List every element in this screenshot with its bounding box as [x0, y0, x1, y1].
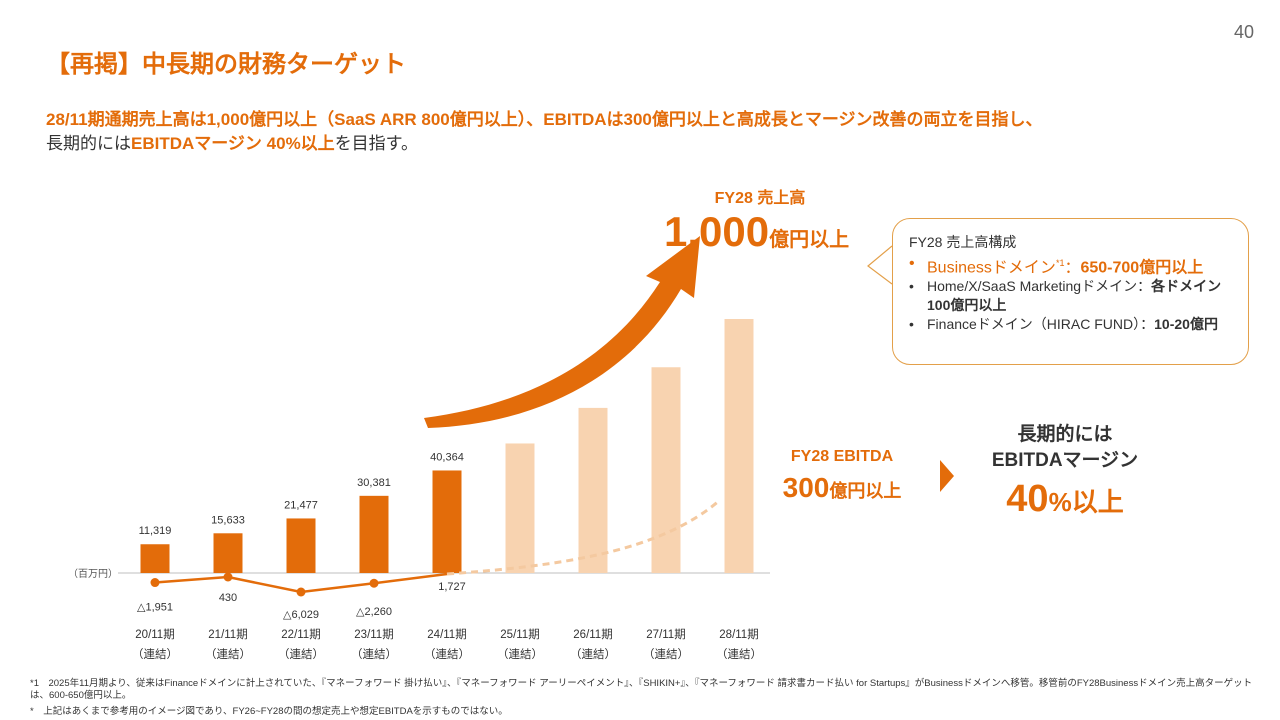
x-tick-label: 20/11期 — [135, 628, 174, 641]
ebitda-data-label: 1,727 — [438, 581, 466, 593]
subtitle-line2-suffix: を目指す。 — [334, 134, 418, 153]
x-tick-sublabel: （連結） — [424, 647, 470, 661]
long-term-line1: 長期的には — [1017, 424, 1113, 445]
x-tick-sublabel: （連結） — [205, 647, 251, 661]
ebitda-point — [223, 572, 233, 582]
breakdown-heading: FY28 売上高構成 — [909, 234, 1017, 250]
footnote-1: *1 2025年11月期より、従来はFinanceドメインに計上されていた、『マ… — [30, 678, 1253, 701]
x-tick-label: 23/11期 — [354, 628, 393, 641]
long-term-margin-value: 40%以上 — [970, 478, 1160, 521]
callout-connector — [867, 245, 893, 285]
breakdown-item-value: 650-700億円以上 — [1080, 259, 1204, 277]
fy28-revenue-value: 1,000億円以上 — [664, 208, 849, 256]
fy28-ebitda-label: FY28 EBITDA — [790, 448, 894, 465]
bar-data-label: 11,319 — [139, 525, 172, 537]
subtitle-line2-prefix: 長期的には — [46, 134, 131, 153]
breakdown-item-label: Businessドメイン — [927, 259, 1056, 277]
margin-number: 40 — [1006, 478, 1049, 520]
footnote-2: * 上記はあくまで参考用のイメージ図であり、FY26~FY28の間の想定売上や想… — [30, 706, 508, 717]
fy28-revenue-unit: 億円以上 — [769, 229, 850, 251]
ebitda-data-label: △1,951 — [137, 602, 173, 614]
x-tick-sublabel: （連結） — [497, 647, 543, 661]
x-tick-sublabel: （連結） — [132, 647, 178, 661]
bar-revenue — [359, 495, 389, 573]
bar-projected — [505, 443, 535, 573]
breakdown-item-business: Businessドメイン*1：650-700億円以上 — [909, 254, 1232, 277]
bar-data-label: 30,381 — [357, 477, 391, 489]
bar-revenue — [213, 533, 243, 573]
x-tick-label: 28/11期 — [719, 628, 758, 641]
breakdown-item-value: 各ドメイン100億円以上 — [927, 278, 1222, 314]
bar-revenue — [432, 470, 462, 573]
fy28-revenue-number: 1,000 — [664, 208, 770, 255]
ebitda-point — [296, 587, 306, 597]
unit-label: （百万円） — [68, 568, 118, 580]
growth-arrow — [424, 236, 700, 428]
page-subtitle: 28/11期通期売上高は1,000億円以上（SaaS ARR 800億円以上）、… — [46, 108, 1043, 156]
x-tick-sublabel: （連結） — [351, 647, 397, 661]
breakdown-item-home: Home/X/SaaS Marketingドメイン：各ドメイン100億円以上 — [909, 277, 1232, 315]
breakdown-list: Businessドメイン*1：650-700億円以上 Home/X/SaaS M… — [909, 254, 1232, 334]
fy28-ebitda-unit: 億円以上 — [829, 481, 902, 501]
margin-unit: %以上 — [1048, 487, 1124, 517]
subtitle-line1: 28/11期通期売上高は1,000億円以上（SaaS ARR 800億円以上）、… — [46, 110, 1043, 129]
triangle-arrow-icon — [940, 460, 954, 492]
footnote-ref: *1 — [1055, 258, 1065, 268]
bar-projected — [578, 407, 608, 573]
ebitda-projection-line — [446, 498, 721, 576]
x-tick-sublabel: （連結） — [643, 647, 689, 661]
breakdown-item-value: 10-20億円 — [1154, 316, 1218, 333]
x-tick-sublabel: （連結） — [278, 647, 324, 661]
breakdown-item-label: Financeドメイン（HIRAC FUND）： — [927, 316, 1155, 333]
bar-data-label: 21,477 — [284, 499, 318, 511]
fy28-ebitda-number: 300 — [782, 472, 830, 503]
subtitle-line2: 長期的にはEBITDAマージン 40%以上を目指す。 — [46, 132, 1043, 156]
x-tick-label: 21/11期 — [208, 628, 247, 641]
ebitda-data-label: 430 — [219, 592, 237, 604]
breakdown-item-finance: Financeドメイン（HIRAC FUND）：10-20億円 — [909, 315, 1232, 334]
bar-revenue — [140, 544, 170, 573]
fy28-ebitda-value: 300億円以上 — [770, 472, 914, 504]
x-tick-label: 25/11期 — [500, 628, 539, 641]
x-tick-label: 26/11期 — [573, 628, 612, 641]
breakdown-item-label: Home/X/SaaS Marketingドメイン： — [927, 278, 1152, 295]
bar-data-label: 40,364 — [430, 451, 464, 463]
page-number: 40 — [1233, 22, 1254, 42]
ebitda-data-label: △2,260 — [356, 606, 392, 618]
long-term-heading: 長期的には EBITDAマージン — [970, 422, 1160, 474]
breakdown-item-sep: ： — [1064, 259, 1081, 277]
fy28-revenue-label: FY28 売上高 — [714, 190, 806, 207]
x-tick-label: 22/11期 — [281, 628, 320, 641]
bar-data-label: 15,633 — [211, 514, 245, 526]
ebitda-point — [150, 578, 160, 588]
ebitda-data-label: △6,029 — [283, 609, 319, 621]
x-tick-sublabel: （連結） — [570, 647, 616, 661]
page-title: 【再掲】中長期の財務ターゲット — [46, 51, 406, 78]
long-term-line2: EBITDAマージン — [991, 450, 1139, 471]
subtitle-line2-bold: EBITDAマージン 40%以上 — [131, 134, 335, 153]
x-tick-sublabel: （連結） — [716, 647, 762, 661]
bar-projected — [724, 319, 754, 573]
bar-projected — [651, 367, 681, 573]
x-tick-label: 24/11期 — [427, 628, 466, 641]
x-tick-label: 27/11期 — [646, 628, 685, 641]
revenue-breakdown-box: FY28 売上高構成 Businessドメイン*1：650-700億円以上 Ho… — [892, 218, 1249, 365]
bar-revenue — [286, 518, 316, 573]
ebitda-point — [369, 578, 379, 588]
